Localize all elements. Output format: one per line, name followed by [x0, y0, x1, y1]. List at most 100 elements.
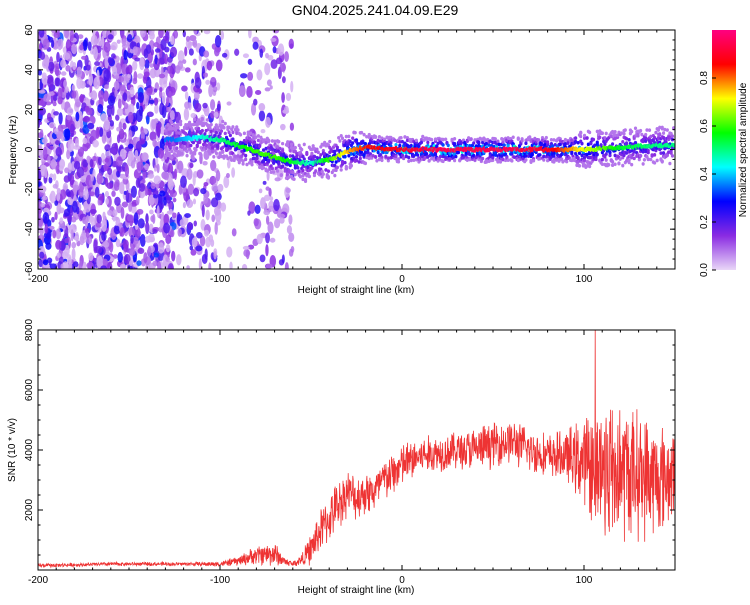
spectrogram-ridge-halo [236, 154, 240, 158]
spectrogram-ridge-halo [209, 129, 213, 134]
spectrogram-ridge-halo [275, 145, 280, 149]
spectrogram-noise-cell [154, 167, 158, 172]
spectrogram-ridge-halo [619, 131, 624, 135]
spectrogram-ridge-halo [653, 161, 657, 165]
spectrogram-ridge-halo [586, 160, 590, 164]
spectrogram-noise-cell [145, 213, 149, 224]
spectrogram-noise-cell [136, 42, 141, 49]
spectrogram-ridge-halo [650, 154, 654, 158]
spectrogram-ridge-halo [349, 152, 354, 156]
spectrogram-noise-cell [107, 57, 113, 64]
spectrogram-ridge-halo [572, 156, 576, 161]
spectrogram-noise-cell [284, 105, 289, 115]
spectrogram-noise-cell [92, 139, 99, 148]
spectrogram-noise-cell [105, 198, 109, 205]
spectrogram-ridge-halo [190, 130, 194, 135]
spectrogram-noise-cell [102, 90, 109, 102]
spectrogram-ridge-halo [254, 159, 258, 164]
spectrogram-ridge-halo [212, 154, 216, 159]
spectrogram-ridge-halo [222, 125, 226, 130]
spectrogram-ridge-halo [621, 139, 625, 144]
spectrogram-noise-cell [189, 162, 194, 169]
spectrogram-ridge-halo [670, 154, 675, 158]
spectrogram-ridge-halo [603, 155, 607, 159]
spectrogram-ridge-halo [287, 175, 291, 179]
spectrogram-noise-cell [147, 245, 152, 257]
spectrogram-noise-cell [153, 252, 159, 258]
spectrogram-noise-cell [127, 33, 133, 43]
spectrogram-ridge-halo [363, 141, 368, 146]
spectrogram-noise-cell [75, 111, 80, 122]
spectrogram-ridge-halo [264, 157, 268, 162]
spectrogram-ridge-halo [646, 157, 650, 161]
spectrogram-ridge-halo [393, 138, 397, 143]
spectrogram-noise-cell [56, 252, 61, 259]
spectrogram-ridge-halo [386, 158, 390, 163]
spectrogram-ridge-halo [585, 152, 589, 157]
spectrogram-noise-cell [104, 84, 110, 90]
spectrogram-noise-cell [89, 208, 97, 214]
spectrogram-noise-cell [209, 176, 217, 185]
spectrogram-ridge-halo [558, 139, 562, 143]
spectrogram-ridge-halo [343, 154, 347, 159]
spectrogram-noise-cell [265, 232, 270, 244]
spectrogram-noise-cell [265, 186, 270, 191]
spectrogram-noise-cell [258, 103, 266, 112]
y-tick-label: 20 [24, 104, 35, 116]
spectrogram-noise-cell [139, 233, 146, 247]
spectrogram-noise-cell [83, 115, 90, 123]
spectrogram-noise-cell [90, 217, 95, 227]
spectrogram-ridge-halo [177, 150, 182, 155]
spectrogram-ridge-halo [244, 153, 248, 158]
colorbar-gradient [712, 30, 736, 270]
spectrogram-noise-cell [169, 188, 174, 198]
spectrogram-ridge-halo [500, 154, 504, 158]
spectrogram-ridge-halo [501, 157, 505, 162]
spectrogram-noise-cell [116, 108, 124, 117]
spectrogram-noise-cell [226, 101, 232, 106]
spectrogram-ridge-halo [374, 135, 378, 139]
spectrogram-ridge-halo [176, 125, 180, 130]
spectrogram-noise-cell [38, 30, 45, 38]
spectrogram-noise-cell [51, 39, 55, 49]
spectrogram-noise-cell [104, 190, 109, 198]
spectrogram-ridge-halo [396, 157, 401, 161]
spectrogram-noise-cell [57, 87, 63, 100]
spectrogram-noise-cell [132, 30, 137, 33]
spectrogram-noise-cell [86, 155, 91, 164]
spectrogram-noise-cell [149, 209, 154, 215]
spectrogram-ridge-halo [363, 150, 368, 155]
spectrogram-ridge-halo [384, 154, 388, 159]
spectrogram-noise-cell [279, 217, 285, 224]
spectrogram-ridge-halo [394, 143, 398, 147]
spectrogram-ridge-halo [380, 155, 384, 160]
spectrogram-noise-cell [247, 58, 253, 65]
spectrogram-ridge-halo [668, 161, 672, 166]
spectrogram-noise-cell [172, 197, 177, 203]
spectrogram-ridge-halo [426, 154, 430, 159]
spectrogram-ridge-halo [633, 141, 638, 145]
spectrogram-ridge-halo [660, 159, 664, 163]
spectrogram-ridge-halo [357, 160, 361, 164]
spectrogram-noise-cell [166, 194, 172, 204]
spectrogram-noise-cell [153, 194, 159, 199]
x-tick-label: 0 [399, 575, 405, 586]
spectrogram-noise-cell [59, 217, 64, 224]
spectrogram-ridge-halo [189, 123, 193, 127]
spectrogram-noise-cell [101, 231, 107, 241]
spectrogram-noise-cell [149, 173, 154, 178]
y-tick-label: 60 [24, 24, 35, 36]
spectrogram-ridge-halo [588, 130, 592, 135]
spectrogram-ridge-halo [661, 131, 666, 135]
spectrogram-ridge-halo [610, 163, 615, 168]
spectrogram-ridge-halo [347, 153, 351, 158]
figure-title: GN04.2025.241.04.09.E29 [291, 2, 459, 18]
spectrogram-ridge-halo [190, 128, 194, 132]
spectrogram-ridge-halo [227, 130, 231, 135]
spectrogram-noise-cell [168, 178, 174, 191]
spectrogram-ridge-halo [331, 168, 336, 173]
spectrogram-noise-cell [72, 261, 79, 268]
spectrogram-ridge-halo [380, 158, 384, 163]
spectrogram-noise-cell [113, 75, 120, 80]
spectrogram-ridge-halo [306, 165, 310, 170]
